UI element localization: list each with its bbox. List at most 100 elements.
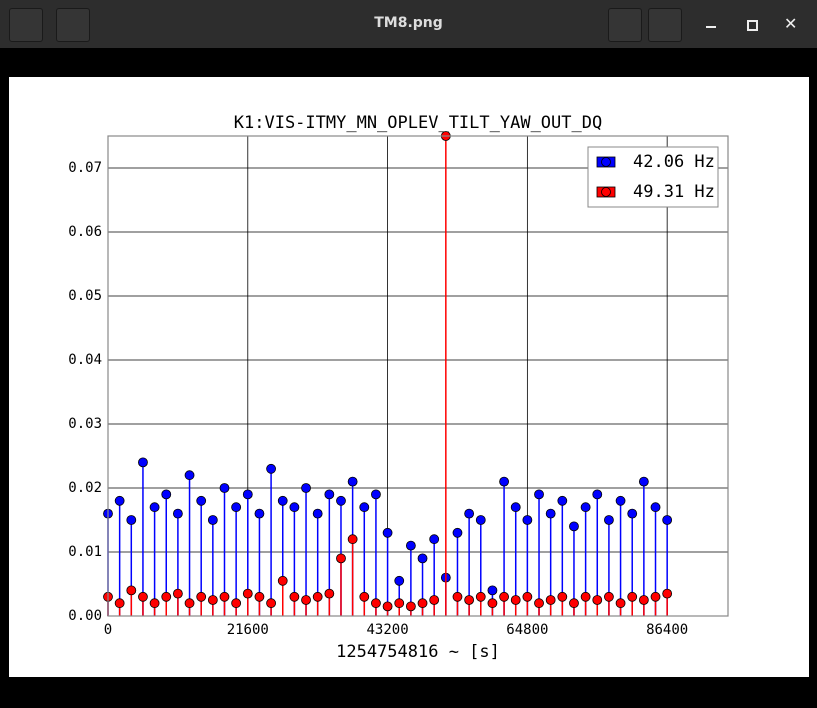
marker [196,591,207,602]
x-tick-label: 43200 [367,622,409,638]
marker [359,591,370,602]
marker [464,595,475,605]
marker [604,515,614,525]
marker [242,588,253,599]
marker [499,476,509,487]
marker [231,502,242,513]
legend-marker [601,157,611,167]
marker [475,515,486,525]
marker [580,591,591,602]
y-tick-label: 0.01 [68,544,102,560]
marker [569,598,579,609]
marker [650,502,661,513]
marker [347,476,358,487]
legend-label: 49.31 Hz [633,182,715,202]
marker [417,598,428,609]
marker [522,515,533,525]
marker [569,521,579,532]
marker [394,575,405,586]
fullscreen-button[interactable] [608,8,642,42]
marker [510,502,521,513]
marker [382,527,393,538]
marker [371,489,381,500]
new-button[interactable] [56,8,90,42]
marker [172,588,183,599]
marker [394,598,405,609]
minimize-button[interactable] [706,26,716,28]
marker [615,598,626,609]
marker [254,508,265,519]
menu-button[interactable] [648,8,682,42]
y-tick-label: 0.03 [68,416,102,432]
y-tick-label: 0.05 [68,288,102,304]
marker [149,502,160,513]
marker [615,495,626,506]
x-tick-label: 0 [104,622,112,638]
y-tick-label: 0.02 [68,480,102,496]
y-tick-label: 0.07 [68,160,102,176]
marker [312,508,323,519]
marker [405,601,416,612]
marker [126,515,137,525]
marker [196,495,207,506]
marker [184,598,195,609]
marker [277,575,288,586]
marker [359,502,370,513]
marker [452,591,463,602]
legend-marker [601,187,611,197]
marker [592,595,603,605]
marker [324,489,335,500]
marker [172,508,183,519]
marker [277,495,288,506]
app-menu-button[interactable] [9,8,43,42]
x-tick-label: 64800 [506,622,548,638]
marker [475,591,486,602]
maximize-button[interactable] [747,20,758,31]
title-bar: TM8.png ✕ [0,0,817,48]
marker [114,495,125,506]
marker [545,508,556,519]
marker [638,595,649,605]
marker [184,470,195,481]
marker [219,591,230,602]
marker [161,489,172,500]
marker [371,598,381,609]
marker [662,515,673,525]
marker [266,463,276,474]
marker [336,553,346,564]
marker [301,595,311,605]
x-tick-label: 86400 [646,622,688,638]
marker [254,591,265,602]
marker [510,595,521,605]
marker [429,534,440,545]
marker [207,595,218,605]
close-button[interactable]: ✕ [784,14,798,33]
marker [289,591,300,602]
marker [405,540,416,551]
marker [301,483,311,493]
chart-title: K1:VIS-ITMY_MN_OPLEV_TILT_YAW_OUT_DQ [234,113,602,133]
series [103,131,673,616]
marker [662,588,673,599]
marker [417,553,428,564]
marker [347,534,358,545]
marker [464,508,475,519]
marker [266,598,276,609]
y-tick-label: 0.04 [68,352,102,368]
marker [534,489,544,500]
marker [382,601,393,612]
marker [149,598,160,609]
marker [627,591,638,602]
marker [336,495,346,506]
x-axis-label: 1254754816 ~ [s] [336,642,500,662]
marker [138,457,148,468]
marker [499,591,509,602]
marker [138,591,148,602]
marker [324,588,335,599]
marker [219,483,230,493]
marker [522,591,533,602]
y-tick-label: 0.06 [68,224,102,240]
marker [429,595,440,605]
marker [650,591,661,602]
